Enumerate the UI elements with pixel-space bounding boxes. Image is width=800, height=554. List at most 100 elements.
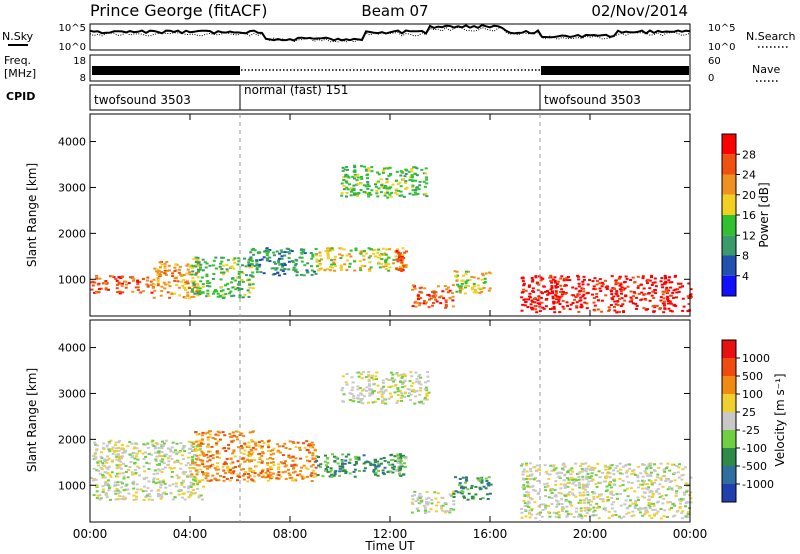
data-cell <box>400 399 403 402</box>
data-cell <box>584 514 587 517</box>
data-cell <box>354 455 358 458</box>
data-cell <box>198 444 202 447</box>
data-cell <box>237 270 241 273</box>
data-cell <box>592 285 596 288</box>
data-cell <box>160 263 164 266</box>
data-cell <box>484 477 488 480</box>
data-cell <box>182 279 186 281</box>
data-cell <box>381 381 385 384</box>
data-cell <box>418 373 422 376</box>
data-cell <box>205 295 209 298</box>
data-cell <box>374 183 377 186</box>
data-cell <box>477 287 481 290</box>
data-cell <box>382 265 386 268</box>
data-cell <box>526 491 530 494</box>
data-cell <box>650 496 654 498</box>
data-cell <box>577 293 581 296</box>
data-cell <box>352 193 356 196</box>
x-tick-label: 00:00 <box>673 527 708 541</box>
data-cell <box>474 485 478 488</box>
data-cell <box>428 298 431 301</box>
data-cell <box>147 498 151 501</box>
data-cell <box>666 302 670 305</box>
colorbar-tick-label: 28 <box>742 148 756 161</box>
data-cell <box>521 470 525 473</box>
data-cell <box>114 441 118 444</box>
data-cell <box>420 500 424 503</box>
data-cell <box>144 495 148 498</box>
data-cell <box>281 270 285 272</box>
data-cell <box>348 265 352 268</box>
data-cell <box>668 281 672 284</box>
data-cell <box>675 490 679 493</box>
data-cell <box>660 277 664 280</box>
y-tick-label: 2000 <box>58 433 86 446</box>
data-cell <box>136 286 140 289</box>
data-cell <box>418 302 422 305</box>
data-cell <box>388 187 391 190</box>
data-cell <box>240 278 243 281</box>
data-cell <box>350 389 354 392</box>
data-cell <box>661 290 665 293</box>
data-cell <box>595 292 599 295</box>
data-cell <box>665 467 668 470</box>
data-cell <box>267 444 270 447</box>
data-cell <box>116 489 120 492</box>
data-cell <box>266 467 270 470</box>
data-cell <box>226 469 230 472</box>
data-cell <box>362 254 366 257</box>
data-cell <box>580 517 584 520</box>
data-cell <box>205 273 209 276</box>
data-cell <box>269 461 273 464</box>
data-cell <box>340 182 344 185</box>
data-cell <box>605 485 609 488</box>
data-cell <box>352 187 356 190</box>
data-cell <box>156 268 160 271</box>
data-cell <box>560 508 564 511</box>
data-cell <box>156 495 160 498</box>
data-cell <box>167 463 171 466</box>
data-cell <box>405 250 408 253</box>
data-cell <box>94 478 98 481</box>
data-cell <box>530 306 533 309</box>
data-cell <box>662 300 666 303</box>
data-cell <box>606 472 610 475</box>
data-cell <box>530 485 534 488</box>
data-cell <box>408 192 412 195</box>
data-cell <box>544 305 548 308</box>
data-cell <box>620 286 624 289</box>
data-cell <box>664 276 668 279</box>
data-cell <box>146 487 150 490</box>
data-cell <box>330 263 334 266</box>
data-cell <box>248 470 252 473</box>
data-cell <box>283 254 287 257</box>
data-cell <box>225 268 229 271</box>
data-cell <box>460 279 464 282</box>
data-cell <box>109 275 112 278</box>
data-cell <box>553 276 557 279</box>
data-cell <box>559 277 563 280</box>
data-cell <box>679 498 683 501</box>
data-cell <box>400 255 404 258</box>
data-cell <box>340 268 344 271</box>
data-cell <box>380 395 384 398</box>
data-cell <box>272 452 276 455</box>
data-cell <box>346 168 349 171</box>
data-cell <box>292 442 296 444</box>
data-cell <box>314 253 318 256</box>
data-cell <box>253 264 257 267</box>
data-cell <box>524 301 528 303</box>
data-cell <box>143 485 146 488</box>
data-cell <box>585 512 589 515</box>
data-cell <box>272 464 276 467</box>
data-cell <box>600 281 604 284</box>
data-cell <box>232 470 236 473</box>
data-cell <box>400 257 404 259</box>
data-cell <box>104 493 108 496</box>
data-cell <box>268 471 272 474</box>
data-cell <box>570 470 574 473</box>
data-cell <box>336 462 340 465</box>
data-cell <box>277 463 281 466</box>
